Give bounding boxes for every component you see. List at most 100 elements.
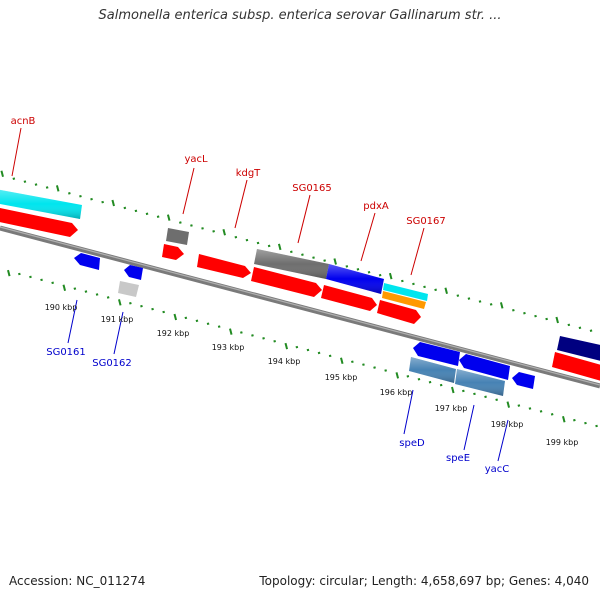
minor-tick (206, 322, 210, 325)
label-SG0165[interactable]: SG0165 (292, 183, 332, 194)
minor-tick (273, 339, 276, 343)
accession-text: Accession: NC_011274 (9, 574, 146, 588)
major-tick (229, 328, 233, 335)
forward-labels: acnB yacL kdgT SG0165 pdxA SG0167 (11, 116, 446, 227)
gene-SG0161-feature[interactable] (74, 253, 100, 270)
minor-tick (251, 334, 254, 337)
major-tick (166, 214, 171, 221)
minor-tick (523, 311, 526, 315)
minor-tick (439, 383, 443, 387)
minor-tick (367, 270, 371, 274)
minor-tick (478, 300, 482, 303)
gene-speD-feature[interactable] (413, 342, 460, 366)
minor-tick (312, 256, 315, 259)
minor-tick (489, 303, 493, 306)
lower-dotted-axis (7, 269, 598, 428)
minor-tick (68, 192, 71, 195)
cds-SG0167 (377, 300, 421, 324)
minor-tick (345, 265, 349, 268)
label-speD[interactable]: speD (399, 438, 425, 449)
minor-tick (95, 293, 99, 296)
major-tick (395, 372, 400, 379)
minor-tick (406, 375, 410, 378)
minor-tick (584, 421, 587, 425)
label-kdgT[interactable]: kdgT (236, 168, 261, 179)
minor-tick (578, 326, 582, 330)
minor-tick (356, 268, 360, 271)
major-tick (333, 258, 337, 265)
gene-SG0162-feature[interactable] (124, 265, 143, 280)
minor-tick (595, 424, 598, 428)
cds-acnB (0, 208, 78, 237)
topology-summary: Topology: circular; Length: 4,658,697 bp… (259, 574, 589, 588)
minor-tick (90, 197, 93, 201)
gene-yacC-feature[interactable] (512, 372, 535, 389)
minor-tick (140, 304, 143, 308)
upper-dotted-axis (0, 170, 593, 332)
major-tick (55, 185, 60, 192)
minor-tick (467, 297, 471, 300)
minor-tick (423, 285, 426, 289)
reverse-labels: SG0161 SG0162 speD speE yacC (46, 347, 509, 475)
forward-track-outer (0, 189, 600, 362)
gene-SG0167-feature[interactable] (383, 283, 428, 301)
label-SG0162[interactable]: SG0162 (92, 358, 132, 369)
cds-yacL (162, 244, 184, 260)
minor-tick (23, 180, 27, 183)
minor-tick (573, 418, 576, 422)
minor-tick (12, 177, 16, 180)
minor-tick (434, 288, 437, 292)
minor-tick (323, 259, 326, 262)
minor-tick (428, 380, 432, 384)
minor-tick (545, 317, 548, 321)
label-yacL[interactable]: yacL (184, 154, 208, 165)
gene-right-navy-feature[interactable] (557, 336, 600, 362)
minor-tick (306, 348, 310, 352)
major-tick (444, 287, 448, 294)
scale-label: 195 kbp (325, 373, 358, 382)
scale-labels: 190 kbp 191 kbp 192 kbp 193 kbp 194 kbp … (45, 303, 579, 447)
label-pdxA[interactable]: pdxA (363, 201, 389, 212)
minor-tick (156, 215, 160, 218)
backbone (0, 225, 600, 389)
major-tick (506, 401, 511, 408)
major-tick (284, 342, 289, 350)
minor-tick (201, 227, 204, 230)
label-SG0161[interactable]: SG0161 (46, 347, 86, 358)
minor-tick (417, 377, 421, 381)
minor-tick (362, 363, 365, 366)
label-acnB[interactable]: acnB (11, 116, 36, 127)
minor-tick (295, 345, 299, 349)
label-speE[interactable]: speE (446, 453, 470, 464)
minor-tick (512, 308, 515, 312)
major-tick (62, 284, 67, 291)
minor-tick (539, 410, 543, 413)
label-yacC[interactable]: yacC (485, 464, 510, 475)
scale-label: 192 kbp (157, 329, 190, 338)
major-tick (340, 357, 344, 365)
minor-tick (373, 366, 376, 369)
minor-tick (550, 413, 554, 416)
scale-label: 193 kbp (212, 343, 245, 352)
major-tick (0, 170, 4, 178)
gene-yacL-feature[interactable] (166, 228, 189, 245)
minor-tick (101, 200, 104, 204)
minor-tick (267, 244, 271, 248)
minor-tick (567, 323, 571, 327)
minor-tick (528, 407, 532, 410)
minor-tick (134, 209, 138, 213)
minor-tick (79, 194, 82, 198)
minor-tick (384, 369, 387, 372)
major-tick (562, 416, 566, 423)
major-tick (118, 299, 122, 306)
major-tick (173, 313, 178, 321)
gene-speE-feature[interactable] (459, 354, 510, 380)
scale-label: 197 kbp (435, 404, 468, 413)
gene-SG0162-light (118, 281, 139, 297)
major-tick (499, 302, 504, 309)
minor-tick (18, 272, 21, 276)
label-SG0167[interactable]: SG0167 (406, 216, 446, 227)
minor-tick (179, 221, 182, 224)
minor-tick (317, 351, 321, 355)
minor-tick (73, 287, 77, 290)
